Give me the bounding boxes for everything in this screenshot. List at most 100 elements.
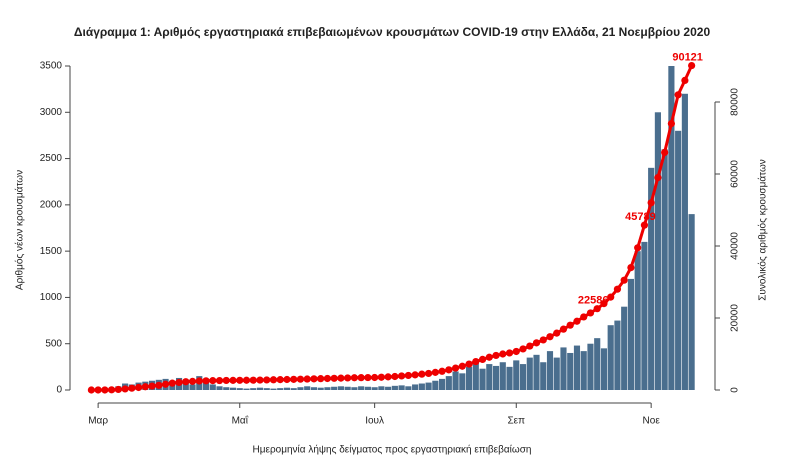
data-label: 90121	[672, 51, 703, 63]
cumulative-point	[391, 372, 399, 381]
bar	[641, 241, 648, 390]
data-label: 22586	[578, 295, 609, 307]
bar	[465, 366, 473, 390]
cumulative-point	[532, 339, 541, 347]
bar	[614, 320, 621, 390]
bar	[654, 112, 661, 391]
bar	[540, 362, 547, 390]
bar	[351, 387, 358, 390]
x-tick-label: Μαρ	[88, 416, 108, 427]
bar	[634, 251, 641, 390]
cumulative-point	[283, 375, 291, 384]
y2-tick-label: 60000	[730, 160, 741, 188]
bar	[681, 93, 688, 391]
cumulative-point	[424, 369, 433, 378]
bar	[587, 343, 594, 390]
bar	[324, 387, 331, 390]
y-tick-label: 2000	[40, 199, 63, 210]
cumulative-point	[553, 329, 561, 337]
cumulative-point	[485, 353, 493, 361]
bar	[297, 387, 304, 390]
y2-axis-label: Συνολικός αριθμός κρουσμάτων	[757, 159, 769, 301]
bar	[479, 368, 486, 390]
y-tick-label: 3500	[40, 61, 63, 72]
y2-tick-label: 20000	[730, 304, 741, 332]
bar	[358, 386, 365, 390]
x-axis-label: Ημερομηνία λήψης δείγματος προς εργαστηρ…	[253, 444, 532, 456]
bar	[290, 388, 297, 390]
bar	[331, 386, 338, 390]
bar	[229, 387, 237, 390]
cumulative-point	[236, 376, 244, 384]
bar	[385, 386, 392, 390]
cumulative-point	[317, 375, 325, 383]
cumulative-point	[269, 376, 278, 384]
bar	[310, 387, 318, 390]
y-tick-label: 2500	[40, 153, 63, 164]
y-axis-label: Αριθμός νέων κρουσμάτων	[14, 170, 26, 290]
bar	[580, 351, 587, 390]
bar	[600, 348, 608, 390]
bar	[567, 352, 574, 390]
cumulative-point	[94, 386, 102, 394]
bar	[445, 376, 452, 390]
cumulative-point	[222, 376, 230, 385]
bar	[627, 278, 634, 390]
x-tick-label: Μαΐ	[232, 415, 249, 427]
bar	[250, 388, 257, 390]
bar	[256, 387, 264, 390]
cumulative-point	[290, 375, 298, 383]
cumulative-point	[128, 384, 136, 392]
cumulative-point	[573, 317, 581, 325]
cumulative-point	[458, 362, 466, 370]
cumulative-point	[121, 385, 129, 393]
cumulative-point	[559, 325, 568, 333]
cumulative-point	[411, 371, 419, 379]
cumulative-point	[195, 377, 203, 385]
cumulative-point	[371, 373, 379, 382]
y-tick-label: 1000	[40, 292, 63, 303]
bar	[661, 149, 668, 390]
x-tick-label: Ιουλ	[365, 416, 384, 427]
cumulative-point	[141, 383, 149, 391]
y-tick-label: 3000	[40, 107, 63, 118]
y2-tick-label: 0	[730, 387, 741, 393]
cumulative-point	[586, 309, 595, 317]
bar	[546, 351, 554, 390]
cumulative-point	[445, 366, 453, 374]
bar	[472, 362, 479, 390]
bar	[216, 386, 223, 390]
bar	[459, 373, 466, 390]
bar	[202, 382, 210, 390]
cumulative-point	[182, 378, 190, 386]
cumulative-point	[512, 347, 520, 356]
bar	[391, 385, 398, 390]
bar	[398, 385, 405, 390]
bar	[317, 387, 324, 390]
cumulative-point	[472, 357, 480, 366]
bar	[499, 362, 506, 390]
cumulative-point	[634, 244, 642, 252]
cumulative-point	[188, 377, 197, 385]
bar	[270, 388, 277, 390]
cumulative-point	[647, 199, 655, 207]
cumulative-point	[215, 376, 224, 385]
bar	[594, 338, 601, 390]
cumulative-point	[600, 300, 608, 308]
cumulative-point	[108, 386, 116, 394]
cumulative-point	[377, 373, 385, 381]
x-tick-label: Νοε	[643, 416, 661, 427]
bar	[189, 384, 196, 390]
cumulative-point	[249, 376, 257, 384]
cumulative-point	[620, 276, 628, 284]
cumulative-point	[296, 375, 305, 383]
bar	[688, 214, 695, 390]
bar	[182, 382, 189, 390]
bar	[621, 306, 628, 390]
bar	[452, 371, 459, 390]
cumulative-point	[134, 383, 143, 392]
bar	[236, 388, 243, 390]
cumulative-point	[580, 313, 588, 321]
cumulative-point	[175, 378, 183, 387]
cumulative-point	[161, 380, 170, 388]
